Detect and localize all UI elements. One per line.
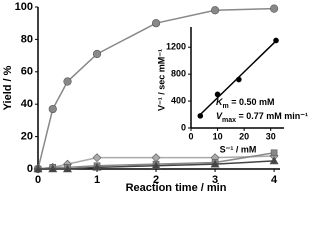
x-tick-label: 20 (239, 131, 249, 141)
x-tick-label: 1 (94, 174, 100, 186)
inset-y-label: V⁻¹ / sec mM⁻¹ (156, 49, 166, 111)
point (62, 164, 73, 173)
point (210, 159, 220, 168)
y-tick-label: 80 (21, 33, 33, 45)
subscript: m (223, 103, 229, 110)
annotation: Vmax = 0.77 mM min⁻¹ (216, 111, 308, 123)
point (48, 164, 58, 173)
x-tick-label: 2 (153, 174, 159, 186)
symbol: K (216, 97, 224, 107)
y-tick-label: 100 (15, 1, 33, 13)
point (269, 156, 279, 165)
point (48, 104, 57, 114)
point (92, 49, 102, 59)
point (63, 77, 72, 86)
point (210, 6, 220, 15)
subscript: max (222, 117, 236, 124)
point (269, 4, 279, 13)
y-tick-label: 800 (171, 69, 186, 79)
x-tick-label: 30 (266, 131, 276, 141)
point (151, 153, 161, 163)
text: = 0.50 mM (229, 97, 275, 107)
point (151, 19, 161, 28)
point (214, 91, 221, 98)
y-tick-label: 0 (181, 122, 186, 132)
point (197, 113, 204, 119)
point (92, 162, 102, 171)
point (33, 164, 43, 173)
chart: Reaction time / min Yield / % S⁻¹ / mM V… (2, 1, 308, 194)
x-tick-label: 10 (213, 131, 223, 141)
y-tick-label: 0 (27, 163, 33, 175)
x-tick-label: 0 (35, 174, 41, 186)
symbol: V (216, 111, 223, 121)
annotation: Km = 0.50 mM (216, 97, 275, 109)
x-tick-label: 3 (212, 174, 218, 186)
y-tick-label: 400 (171, 95, 186, 105)
y-tick-label: 20 (21, 131, 33, 143)
point (270, 149, 278, 157)
y-tick-label: 60 (21, 66, 33, 78)
point (151, 161, 161, 170)
x-tick-label: 4 (271, 174, 278, 186)
x-tick-label: 0 (188, 131, 193, 141)
point (273, 37, 279, 44)
inset-x-label: S⁻¹ / mM (220, 144, 257, 154)
inset: S⁻¹ / mM V⁻¹ / sec mM⁻¹ Km = 0.50 mM Vma… (156, 27, 308, 154)
x-axis-label: Reaction time / min (126, 182, 227, 194)
y-axis-label: Yield / % (2, 65, 14, 110)
y-tick-label: 40 (21, 98, 33, 110)
point (92, 153, 102, 163)
y-tick-label: 1200 (166, 42, 186, 52)
point (236, 76, 242, 83)
text: = 0.77 mM min⁻¹ (236, 111, 308, 121)
